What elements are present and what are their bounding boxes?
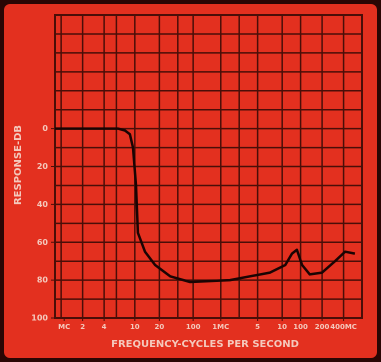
x-tick-label: 100	[293, 323, 308, 331]
x-tick-label: 10	[277, 323, 287, 331]
x-tick-label: 4	[102, 323, 107, 331]
x-tick-label: 100	[186, 323, 201, 331]
y-tick-label: 40	[37, 200, 49, 209]
x-axis-title: FREQUENCY-CYCLES PER SECOND	[111, 339, 299, 350]
x-tick-label: 10	[130, 323, 140, 331]
x-tick-label: 2	[80, 323, 85, 331]
y-tick-label: 20	[37, 162, 49, 171]
y-tick-label: 100	[31, 314, 48, 323]
x-tick-label: 1MC	[212, 323, 229, 331]
y-tick-label: 60	[37, 238, 49, 247]
y-tick-label: 0	[42, 124, 48, 133]
x-tick-label: 400MC	[330, 323, 357, 331]
x-tick-label: 5	[255, 323, 260, 331]
x-tick-label: 20	[155, 323, 165, 331]
response-curve	[55, 127, 356, 284]
y-axis-title: RESPONSE-DB	[13, 125, 24, 205]
chart-background	[4, 4, 377, 358]
x-tick-label: MC	[58, 323, 70, 331]
x-tick-label: 200	[315, 323, 330, 331]
y-tick-label: 80	[37, 276, 49, 285]
